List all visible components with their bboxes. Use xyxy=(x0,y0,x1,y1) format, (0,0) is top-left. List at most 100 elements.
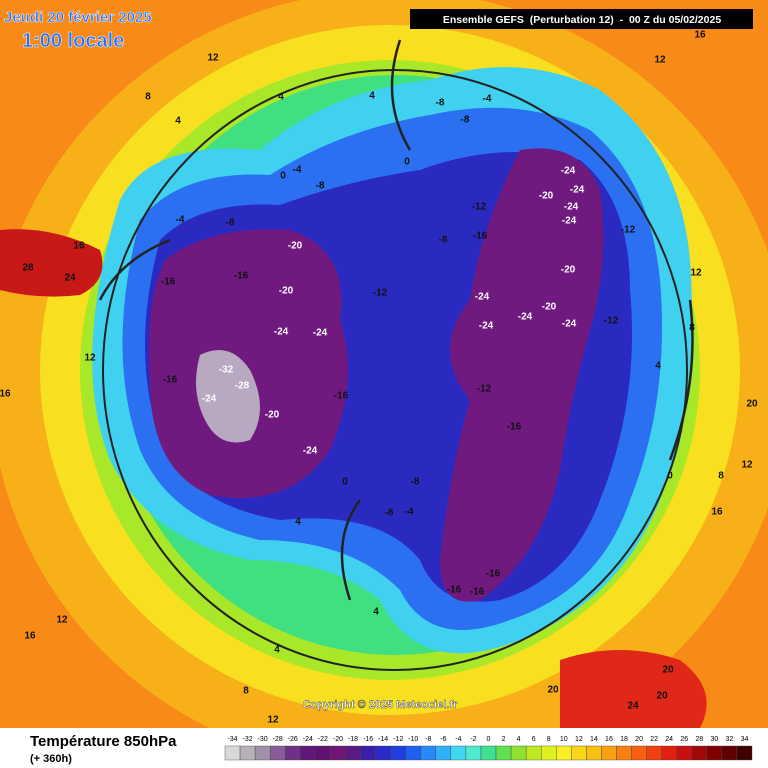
legend-swatch xyxy=(315,745,331,761)
legend-tick-label: 8 xyxy=(547,736,551,743)
contour-label: 4 xyxy=(655,361,661,372)
legend-swatch xyxy=(345,745,361,761)
contour-label: -24 xyxy=(561,166,576,177)
legend-swatch xyxy=(330,745,346,761)
legend-tick-label: 12 xyxy=(575,736,583,743)
contour-label: 12 xyxy=(741,460,753,471)
contour-label: -24 xyxy=(479,321,494,332)
contour-label: -16 xyxy=(234,271,249,282)
legend-tick-label: -22 xyxy=(318,736,328,743)
contour-label: 12 xyxy=(84,353,96,364)
legend-swatch xyxy=(390,745,406,761)
contour-label: 4 xyxy=(373,607,379,618)
contour-label: -16 xyxy=(473,231,488,242)
legend-swatch xyxy=(525,745,542,761)
contour-label: 4 xyxy=(369,91,375,102)
contour-label: 16 xyxy=(711,507,723,518)
contour-label: -24 xyxy=(202,394,217,405)
contour-label: -4 xyxy=(405,507,414,518)
contour-label: -16 xyxy=(334,391,349,402)
legend-swatch xyxy=(224,745,241,761)
contour-label: -20 xyxy=(288,241,303,252)
legend-swatch xyxy=(254,745,271,761)
legend-swatch xyxy=(631,745,647,761)
legend-tick-label: -4 xyxy=(455,736,461,743)
contour-label: 20 xyxy=(547,685,559,696)
contour-label: -16 xyxy=(161,277,176,288)
legend-swatch xyxy=(601,745,617,761)
contour-label: 8 xyxy=(145,92,151,103)
contour-label: 8 xyxy=(718,471,724,482)
contour-label: 12 xyxy=(690,268,702,279)
legend-swatch xyxy=(556,745,572,761)
contour-label: -16 xyxy=(470,587,485,598)
legend-tick-label: 24 xyxy=(665,736,673,743)
legend-swatch xyxy=(285,745,301,761)
contour-label: 16 xyxy=(0,389,11,400)
contour-label: 0 xyxy=(404,157,410,168)
footer-title: Température 850hPa xyxy=(30,733,177,750)
legend-tick-label: 26 xyxy=(680,736,688,743)
legend-tick-label: -24 xyxy=(303,736,313,743)
contour-label: -32 xyxy=(219,365,234,376)
contour-label: 4 xyxy=(278,92,284,103)
legend-swatch xyxy=(239,745,256,761)
contour-label: -8 xyxy=(439,235,448,246)
contour-label: -12 xyxy=(472,202,487,213)
contour-label: 20 xyxy=(746,399,758,410)
contour-label: -8 xyxy=(385,508,394,519)
contour-label: -24 xyxy=(475,292,490,303)
legend-swatch xyxy=(465,745,482,761)
legend-swatch xyxy=(269,745,286,761)
contour-label: 4 xyxy=(274,645,280,656)
contour-label: -24 xyxy=(562,216,577,227)
legend-swatch xyxy=(360,745,376,761)
contour-label: 16 xyxy=(73,241,85,252)
contour-label: 16 xyxy=(694,30,706,41)
contour-label: -8 xyxy=(316,181,325,192)
contour-label: -12 xyxy=(373,288,388,299)
legend-swatch xyxy=(736,745,753,761)
contour-label: -24 xyxy=(274,327,289,338)
legend-swatch xyxy=(375,745,391,761)
legend-swatch xyxy=(495,745,512,761)
contour-label: -12 xyxy=(604,316,619,327)
contour-label: -28 xyxy=(235,381,250,392)
model-info: Ensemble GEFS (Perturbation 12) - 00 Z d… xyxy=(443,14,722,26)
legend-swatch xyxy=(676,745,692,761)
contour-label: -8 xyxy=(436,98,445,109)
legend-tick-label: 4 xyxy=(517,736,521,743)
legend-tick-label: -14 xyxy=(378,736,388,743)
forecast-date: Jeudi 20 février 2025 xyxy=(4,9,152,26)
contour-label: 8 xyxy=(243,686,249,697)
legend-tick-label: -16 xyxy=(363,736,373,743)
contour-label: -24 xyxy=(303,446,318,457)
contour-label: 4 xyxy=(175,116,181,127)
legend-swatch xyxy=(721,745,738,761)
legend-tick-label: 16 xyxy=(605,736,613,743)
legend-swatch xyxy=(420,745,437,761)
legend-tick-label: -6 xyxy=(440,736,446,743)
legend-swatch xyxy=(541,745,557,761)
contour-label: 4 xyxy=(295,517,301,528)
contour-label: -20 xyxy=(539,191,554,202)
legend-tick-label: -20 xyxy=(333,736,343,743)
contour-label: 20 xyxy=(662,665,674,676)
legend-swatch xyxy=(480,745,497,761)
legend-tick-label: -18 xyxy=(348,736,358,743)
legend-tick-label: 30 xyxy=(710,736,718,743)
legend-tick-label: 18 xyxy=(620,736,628,743)
legend-tick-label: -30 xyxy=(258,736,268,743)
contour-label: 12 xyxy=(654,55,666,66)
contour-label: -20 xyxy=(561,265,576,276)
contour-label: -20 xyxy=(279,286,294,297)
contour-label: 0 xyxy=(667,471,673,482)
color-legend: -34 -32 -30 -28 -26 -24 -22 -20 -18 -16 -14 -12 -10-… xyxy=(224,736,753,761)
contour-label: -24 xyxy=(570,185,585,196)
contour-label: -24 xyxy=(564,202,579,213)
legend-swatch xyxy=(616,745,632,761)
contour-label: -16 xyxy=(447,585,462,596)
legend-tick-label: 14 xyxy=(590,736,598,743)
